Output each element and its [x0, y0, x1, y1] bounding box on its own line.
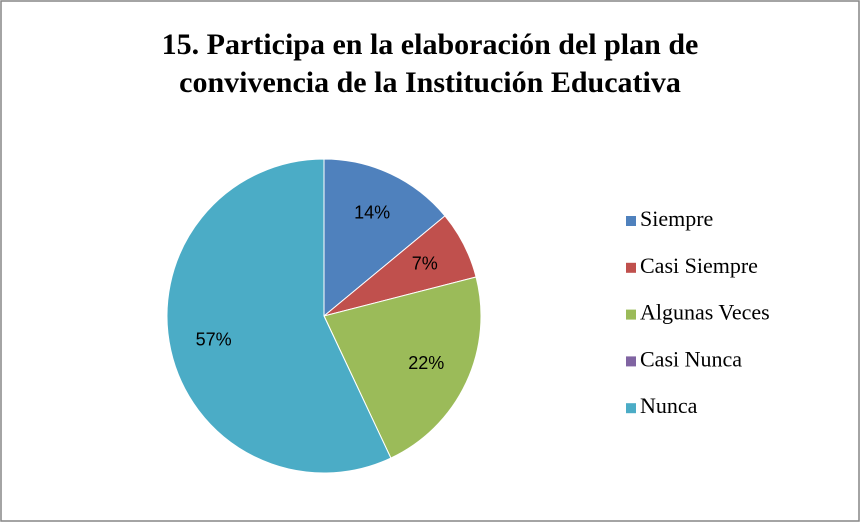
legend-label: Nunca [640, 393, 698, 418]
pie-slice [166, 158, 392, 474]
data-label: 57% [196, 329, 232, 349]
legend-label: Algunas Veces [640, 300, 770, 325]
legend-label: Casi Nunca [640, 346, 742, 371]
legend-label: Siempre [640, 206, 713, 231]
data-label: 22% [408, 353, 444, 373]
legend-swatch [626, 216, 636, 226]
legend-swatch [626, 356, 636, 367]
chart-title: 15. Participa en la elaboración del plan… [161, 28, 699, 99]
pie-slice [323, 158, 446, 318]
legend-swatch [626, 403, 636, 414]
legend-swatch [626, 262, 636, 273]
data-label: 14% [354, 202, 390, 222]
data-label: 7% [412, 253, 438, 273]
pie-slice [323, 276, 482, 459]
legend-label: Casi Siempre [640, 253, 758, 278]
legend-swatch [626, 309, 636, 320]
